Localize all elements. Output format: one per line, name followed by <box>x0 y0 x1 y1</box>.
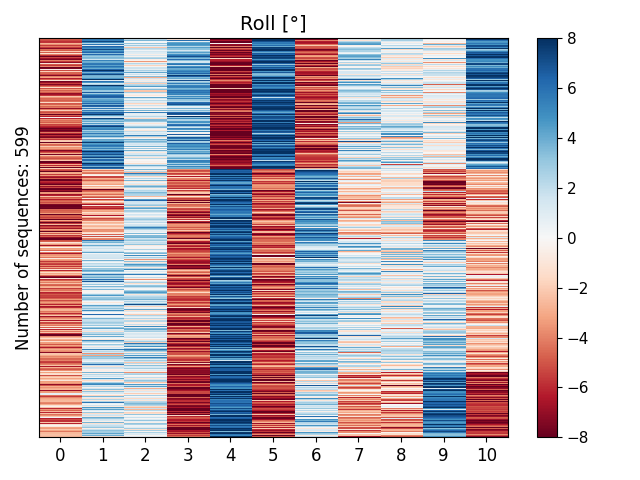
Title: Roll [°]: Roll [°] <box>240 15 307 34</box>
Y-axis label: Number of sequences: 599: Number of sequences: 599 <box>15 125 33 350</box>
